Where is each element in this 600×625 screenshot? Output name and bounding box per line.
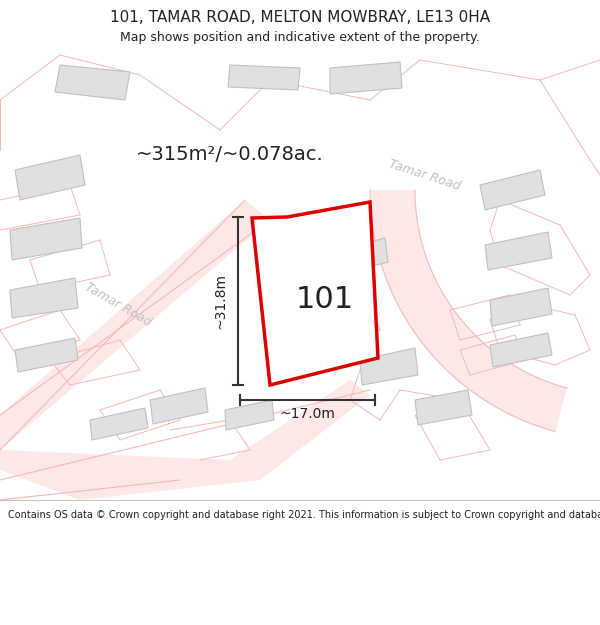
Polygon shape <box>228 65 300 90</box>
Polygon shape <box>285 252 333 293</box>
Polygon shape <box>485 232 552 270</box>
Polygon shape <box>370 190 567 431</box>
Polygon shape <box>0 200 270 450</box>
Text: Tamar Road: Tamar Road <box>388 158 463 192</box>
Polygon shape <box>480 170 545 210</box>
Polygon shape <box>252 202 378 385</box>
Polygon shape <box>10 218 82 260</box>
Polygon shape <box>15 338 78 372</box>
Text: ~17.0m: ~17.0m <box>280 407 335 421</box>
Polygon shape <box>0 380 370 500</box>
Polygon shape <box>415 390 472 425</box>
Text: 101: 101 <box>296 286 354 314</box>
Polygon shape <box>55 65 130 100</box>
Text: Contains OS data © Crown copyright and database right 2021. This information is : Contains OS data © Crown copyright and d… <box>8 510 600 520</box>
Polygon shape <box>340 238 388 274</box>
Text: ~315m²/~0.078ac.: ~315m²/~0.078ac. <box>136 146 324 164</box>
Polygon shape <box>90 408 148 440</box>
Polygon shape <box>10 278 78 318</box>
Polygon shape <box>15 155 85 200</box>
Polygon shape <box>490 333 552 367</box>
Text: Map shows position and indicative extent of the property.: Map shows position and indicative extent… <box>120 31 480 44</box>
Polygon shape <box>360 348 418 385</box>
Text: ~31.8m: ~31.8m <box>214 273 228 329</box>
Polygon shape <box>330 62 402 94</box>
Polygon shape <box>490 288 552 326</box>
Text: 101, TAMAR ROAD, MELTON MOWBRAY, LE13 0HA: 101, TAMAR ROAD, MELTON MOWBRAY, LE13 0H… <box>110 11 490 26</box>
Polygon shape <box>225 400 274 430</box>
Polygon shape <box>150 388 208 424</box>
Text: Tamar Road: Tamar Road <box>82 281 154 329</box>
